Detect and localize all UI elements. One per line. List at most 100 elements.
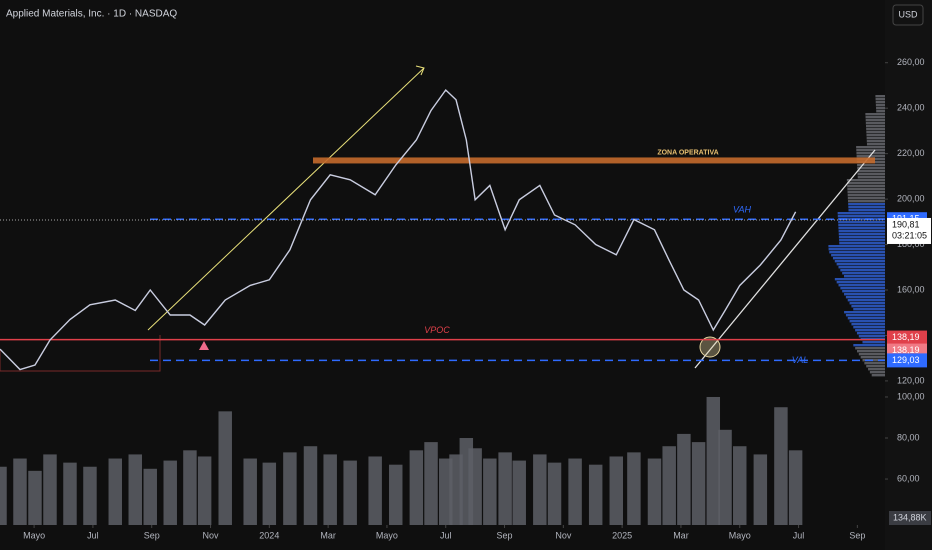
level-name: VAL [792, 355, 809, 365]
range-box [0, 335, 161, 372]
price-tag [887, 330, 927, 345]
volume-bar [691, 442, 706, 525]
volume-bar [63, 462, 77, 525]
profile-bar [834, 278, 885, 281]
volume-bar [627, 452, 641, 525]
volume-bar [439, 458, 453, 525]
volume-bar [753, 454, 768, 525]
x-tick-label: Jul [440, 530, 452, 540]
volume-bar [389, 464, 403, 525]
profile-bar [853, 308, 885, 311]
volume-bar [83, 466, 97, 525]
profile-bar [837, 215, 885, 218]
volume-bar [774, 407, 788, 525]
volume-bar [483, 458, 497, 525]
profile-bar [871, 374, 885, 377]
profile-bar [844, 311, 885, 314]
volume-tag [889, 511, 931, 525]
x-tick-label: Mayo [376, 530, 398, 540]
profile-bar [847, 194, 885, 197]
price-axis-area [885, 0, 932, 550]
volume-bar [424, 442, 438, 525]
profile-bar [875, 95, 885, 98]
profile-bar [857, 176, 885, 179]
profile-bar [876, 107, 885, 110]
volume-bar [303, 446, 318, 525]
profile-bar [836, 263, 885, 266]
profile-bar [856, 146, 885, 149]
profile-bar [831, 254, 885, 257]
profile-bar [866, 134, 885, 137]
profile-bar [847, 188, 885, 191]
profile-bar [869, 371, 885, 374]
volume-bar [449, 454, 463, 525]
profile-bar [855, 347, 885, 350]
profile-bar [847, 182, 885, 185]
profile-bar [847, 197, 885, 200]
volume-bar [706, 396, 721, 525]
profile-bar [849, 320, 885, 323]
profile-bar [838, 230, 885, 233]
profile-bar [857, 173, 885, 176]
profile-bar [848, 209, 885, 212]
volume-bar [788, 450, 803, 525]
currency-button[interactable] [892, 4, 924, 26]
x-tick-label: Sep [144, 530, 160, 540]
volume-bar [262, 462, 277, 525]
price-tag-label: 129,03 [892, 355, 920, 365]
currency[interactable]: USD [898, 9, 918, 19]
volume-bar [343, 460, 357, 525]
profile-bar [855, 329, 885, 332]
x-tick-label: Mayo [23, 530, 45, 540]
volume-bar [128, 454, 142, 525]
support-line [694, 149, 876, 369]
level-name: VPOC [424, 325, 450, 335]
trend-arrow [147, 67, 425, 331]
profile-bar [844, 275, 885, 278]
x-tick-label: Nov [555, 530, 572, 540]
volume-bar [143, 468, 157, 525]
profile-bar [845, 296, 885, 299]
level-name: VAH [733, 205, 752, 215]
profile-bar [845, 314, 885, 317]
profile-bar [856, 155, 885, 158]
profile-bar [866, 131, 885, 134]
profile-bar [853, 344, 885, 347]
profile-bar [866, 137, 885, 140]
profile-bar [865, 113, 885, 116]
profile-bar [828, 248, 885, 251]
x-tick-label: Mar [673, 530, 689, 540]
profile-bar [839, 242, 885, 245]
profile-bar [828, 245, 885, 248]
profile-bar [862, 359, 885, 362]
profile-bar [857, 164, 885, 167]
volume-bar [588, 464, 603, 525]
profile-bar [851, 323, 885, 326]
volume-tick-label: 60,00 [897, 473, 920, 483]
profile-bar [847, 185, 885, 188]
profile-bar [848, 203, 885, 206]
profile-bar [866, 365, 885, 368]
profile-bar [847, 299, 885, 302]
x-tick-label: 2024 [259, 530, 279, 540]
profile-bar [856, 332, 885, 335]
profile-bar [851, 305, 885, 308]
volume-bar [512, 460, 526, 525]
volume-bar [163, 460, 177, 525]
profile-bar [866, 140, 885, 143]
volume-bar [647, 458, 662, 525]
profile-bar [844, 293, 885, 296]
profile-bar [848, 206, 885, 209]
profile-bar [853, 326, 885, 329]
volume-tick-label: 100,00 [897, 391, 925, 401]
profile-bar [857, 350, 885, 353]
volume-last-label: 134,88K [893, 512, 927, 522]
profile-bar [865, 119, 885, 122]
y-tick-label: 240,00 [897, 103, 925, 113]
last-price-label: 190,81 [892, 219, 920, 229]
profile-bar [847, 317, 885, 320]
profile-bar [838, 233, 885, 236]
profile-bar [848, 200, 885, 203]
profile-bar [838, 284, 885, 287]
